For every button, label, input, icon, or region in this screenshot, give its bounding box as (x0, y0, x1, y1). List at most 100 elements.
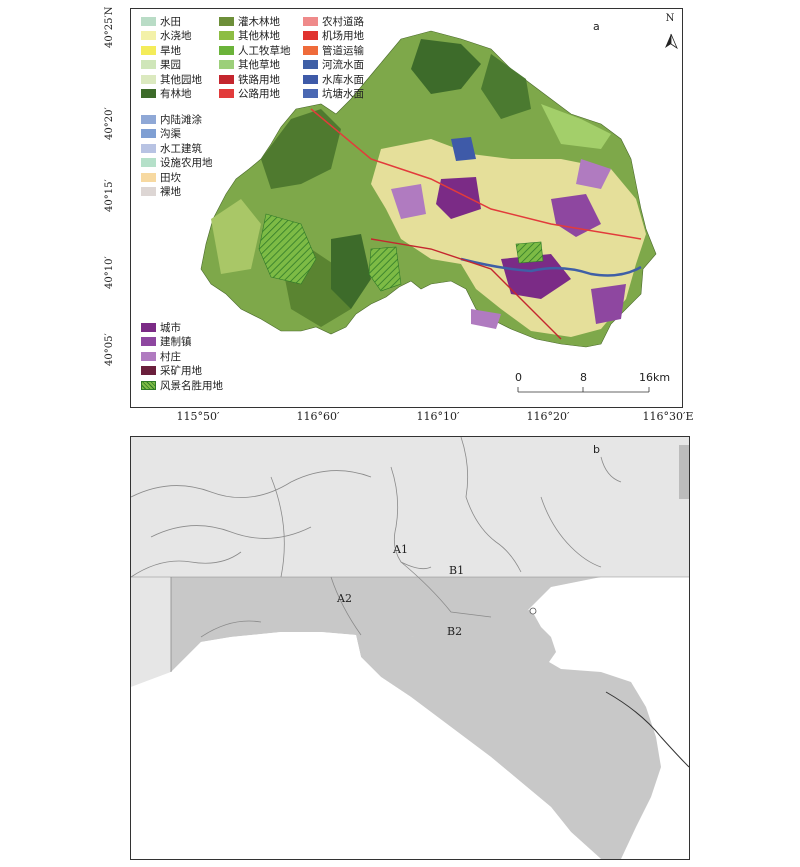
scale-tick-8: 8 (580, 371, 587, 384)
legend-label: 管道运输 (322, 44, 364, 57)
legend-label: 灌木林地 (238, 15, 280, 28)
legend-label: 有林地 (160, 88, 192, 101)
legend-label: 风景名胜用地 (160, 379, 223, 392)
legend-label: 机场用地 (322, 30, 364, 43)
legend-item: 风景名胜用地 (141, 378, 223, 393)
scale-tick-0: 0 (515, 371, 522, 384)
village-patch (576, 159, 611, 189)
legend-item: 铁路用地 (219, 72, 291, 87)
legend-label: 田坎 (160, 171, 181, 184)
legend-label: 果园 (160, 59, 181, 72)
legend-swatch (303, 45, 318, 55)
legend-swatch (303, 31, 318, 41)
legend-swatch (141, 158, 156, 168)
legend-swatch (219, 31, 234, 41)
lat-label: 40°05′ (104, 333, 115, 366)
region-A1-area (131, 437, 689, 577)
region-right-notch (679, 445, 689, 499)
legend-item: 管道运输 (303, 43, 364, 58)
map-panel-a: a N 0 8 16km 水田 水浇地 旱地 果园 其他园地 有林地 灌木林地 … (130, 8, 683, 408)
village-patch (391, 184, 426, 219)
region-left-strip (131, 577, 171, 687)
legend-item: 坑塘水面 (303, 87, 364, 102)
legend-label: 农村道路 (322, 15, 364, 28)
legend-item: 裸地 (141, 185, 213, 200)
legend-label: 其他林地 (238, 30, 280, 43)
legend-item: 河流水面 (303, 58, 364, 73)
panel-label-b: b (593, 443, 600, 456)
lon-label: 116°10′ (416, 410, 460, 423)
forest-patch (331, 234, 371, 309)
legend-item: 其他林地 (219, 29, 291, 44)
highway (310, 108, 642, 240)
land-use-map (200, 30, 678, 393)
legend-column-5: 城市 建制镇 村庄 采矿用地 风景名胜用地 (141, 320, 223, 393)
region-lower-light (131, 632, 601, 859)
legend-label: 河流水面 (322, 59, 364, 72)
legend-item: 建制镇 (141, 335, 223, 350)
legend-item: 采矿用地 (141, 364, 223, 379)
legend-swatch (141, 143, 156, 153)
scenic-area (515, 241, 544, 264)
region-B2-area (356, 609, 661, 859)
lat-label: 40°20′ (104, 107, 115, 140)
scenic-area (368, 246, 402, 292)
river (460, 257, 642, 277)
legend-column-2: 灌木林地 其他林地 人工牧草地 其他草地 铁路用地 公路用地 (219, 14, 291, 101)
legend-label: 其他草地 (238, 59, 280, 72)
legend-item: 机场用地 (303, 29, 364, 44)
legend-item: 有林地 (141, 87, 202, 102)
legend-swatch (141, 31, 156, 41)
legend-swatch (141, 89, 156, 99)
legend-item: 村庄 (141, 349, 223, 364)
lon-label: 115°50′ (176, 410, 220, 423)
legend-swatch (141, 322, 156, 332)
legend-label: 水库水面 (322, 73, 364, 86)
legend-label: 铁路用地 (238, 73, 280, 86)
legend-swatch (141, 187, 156, 197)
panel-label-a: a (593, 20, 600, 33)
lon-label: 116°30′E (642, 410, 694, 423)
legend-item: 果园 (141, 58, 202, 73)
legend-label: 裸地 (160, 186, 181, 199)
region-label-A1: A1 (393, 543, 408, 556)
lon-label: 116°20′ (526, 410, 570, 423)
legend-swatch (219, 60, 234, 70)
railway (370, 238, 562, 340)
legend-label: 旱地 (160, 44, 181, 57)
legend-item: 其他草地 (219, 58, 291, 73)
legend-item: 田坎 (141, 170, 213, 185)
legend-label: 其他园地 (160, 73, 202, 86)
lat-label: 40°25′N (104, 6, 115, 48)
legend-label: 设施农用地 (160, 157, 213, 170)
legend-swatch (141, 366, 156, 376)
forest-patch (411, 39, 481, 94)
legend-label: 内陆滩涂 (160, 113, 202, 126)
legend-swatch (303, 74, 318, 84)
legend-swatch (141, 351, 156, 361)
legend-item: 公路用地 (219, 87, 291, 102)
legend-swatch (141, 172, 156, 182)
lat-label: 40°15′ (104, 179, 115, 212)
reservoir (451, 137, 476, 161)
scale-tick-16: 16km (639, 371, 671, 384)
region-A2-area (171, 577, 689, 672)
scenic-area (258, 213, 317, 285)
legend-swatch (219, 16, 234, 26)
legend-label: 水工建筑 (160, 142, 202, 155)
legend-label: 采矿用地 (160, 365, 202, 378)
legend-item: 水浇地 (141, 29, 202, 44)
legend-swatch (141, 45, 156, 55)
legend-swatch (303, 89, 318, 99)
boundary-lines (131, 437, 622, 672)
legend-swatch (141, 129, 156, 139)
legend-item: 沟渠 (141, 127, 213, 142)
village-patch (471, 309, 501, 329)
legend-swatch (303, 16, 318, 26)
legend-swatch (141, 60, 156, 70)
legend-item: 水工建筑 (141, 141, 213, 156)
legend-item: 旱地 (141, 43, 202, 58)
legend-label: 沟渠 (160, 128, 181, 141)
region-label-B2: B2 (447, 625, 463, 638)
forest-patch (481, 54, 531, 119)
